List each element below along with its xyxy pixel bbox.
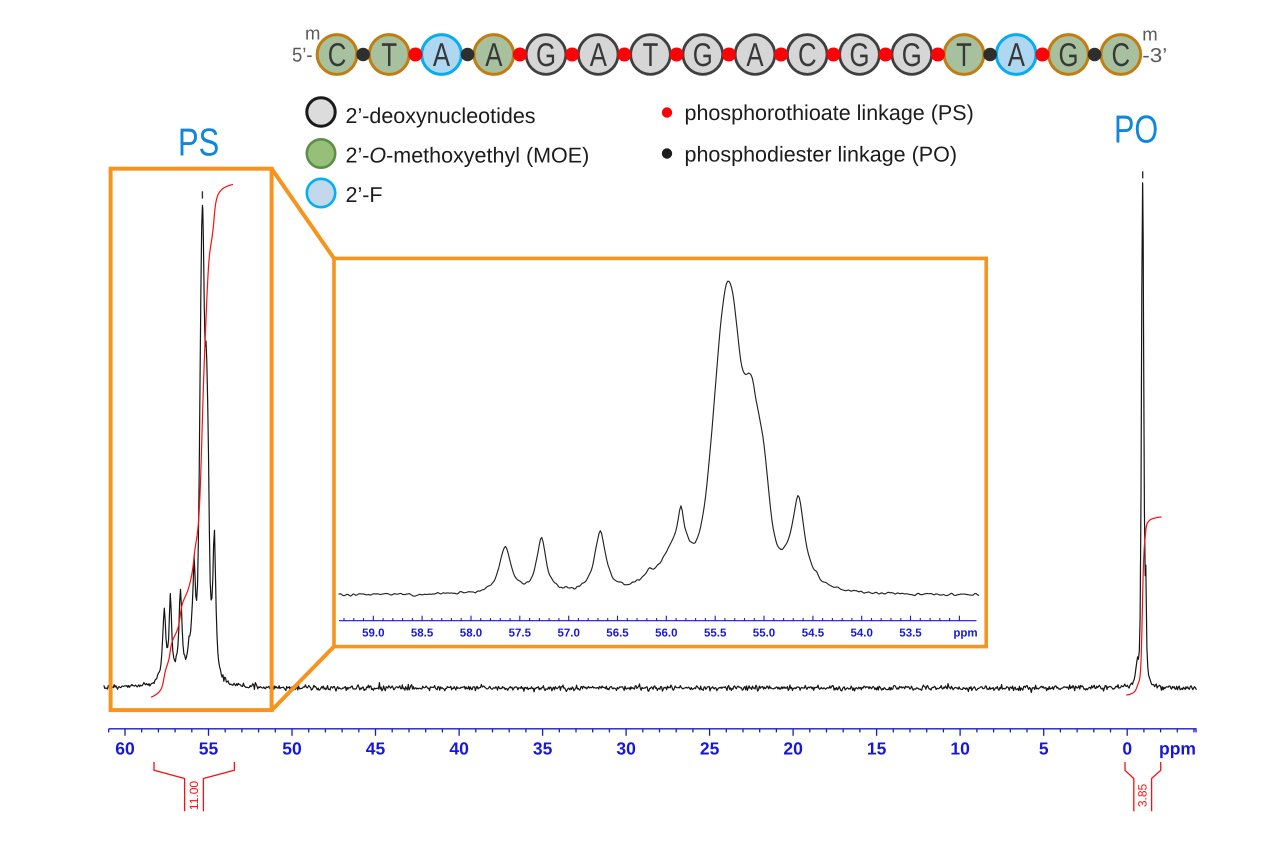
- svg-text:56.5: 56.5: [606, 628, 629, 640]
- svg-text:30: 30: [616, 739, 636, 759]
- svg-text:2’-deoxynucleotides: 2’-deoxynucleotides: [346, 104, 536, 128]
- svg-text:20: 20: [783, 739, 803, 759]
- svg-text:54.0: 54.0: [851, 628, 873, 640]
- svg-text:A: A: [433, 36, 450, 73]
- svg-text:58.5: 58.5: [411, 628, 434, 640]
- svg-text:G: G: [693, 36, 713, 73]
- svg-text:C: C: [328, 36, 347, 73]
- svg-text:25: 25: [700, 739, 720, 759]
- svg-text:T: T: [643, 36, 659, 73]
- svg-text:C: C: [798, 36, 817, 73]
- svg-text:56.0: 56.0: [655, 628, 677, 640]
- svg-text:PO: PO: [1114, 109, 1158, 152]
- svg-text:5: 5: [1039, 739, 1049, 759]
- svg-text:40: 40: [449, 739, 469, 759]
- svg-text:C: C: [1112, 36, 1131, 73]
- svg-text:PS: PS: [178, 121, 219, 164]
- svg-text:55: 55: [199, 739, 219, 759]
- svg-text:G: G: [902, 36, 922, 73]
- svg-text:11.00: 11.00: [187, 781, 201, 810]
- svg-text:A: A: [590, 36, 607, 73]
- svg-text:phosphorothioate linkage (PS): phosphorothioate linkage (PS): [685, 101, 974, 125]
- svg-text:60: 60: [115, 739, 135, 759]
- svg-text:53.5: 53.5: [899, 628, 922, 640]
- svg-text:G: G: [536, 36, 556, 73]
- svg-text:57.5: 57.5: [509, 628, 532, 640]
- svg-text:T: T: [956, 36, 972, 73]
- svg-text:5’-: 5’-: [292, 45, 313, 67]
- svg-text:phosphodiester linkage (PO): phosphodiester linkage (PO): [685, 143, 958, 167]
- svg-text:ppm: ppm: [1159, 739, 1196, 759]
- svg-text:45: 45: [366, 739, 386, 759]
- svg-text:A: A: [1008, 36, 1025, 73]
- svg-text:54.5: 54.5: [802, 628, 825, 640]
- svg-text:35: 35: [533, 739, 553, 759]
- svg-text:G: G: [1059, 36, 1079, 73]
- svg-text:55.5: 55.5: [704, 628, 727, 640]
- svg-text:A: A: [746, 36, 763, 73]
- svg-text:-3’: -3’: [1142, 45, 1167, 67]
- svg-text:58.0: 58.0: [460, 628, 482, 640]
- svg-text:ppm: ppm: [953, 628, 977, 640]
- svg-text:T: T: [381, 36, 397, 73]
- svg-text:m: m: [305, 23, 320, 44]
- svg-text:G: G: [850, 36, 870, 73]
- svg-text:15: 15: [867, 739, 887, 759]
- svg-text:3.85: 3.85: [1136, 783, 1150, 807]
- svg-text:57.0: 57.0: [558, 628, 580, 640]
- svg-text:m: m: [1142, 24, 1157, 45]
- svg-text:2’-O-methoxyethyl (MOE): 2’-O-methoxyethyl (MOE): [346, 144, 590, 168]
- svg-text:55.0: 55.0: [753, 628, 775, 640]
- svg-text:10: 10: [950, 739, 970, 759]
- svg-text:50: 50: [282, 739, 302, 759]
- svg-text:A: A: [485, 36, 502, 73]
- svg-text:0: 0: [1122, 739, 1132, 759]
- svg-text:2’-F: 2’-F: [346, 183, 383, 207]
- svg-text:59.0: 59.0: [362, 628, 384, 640]
